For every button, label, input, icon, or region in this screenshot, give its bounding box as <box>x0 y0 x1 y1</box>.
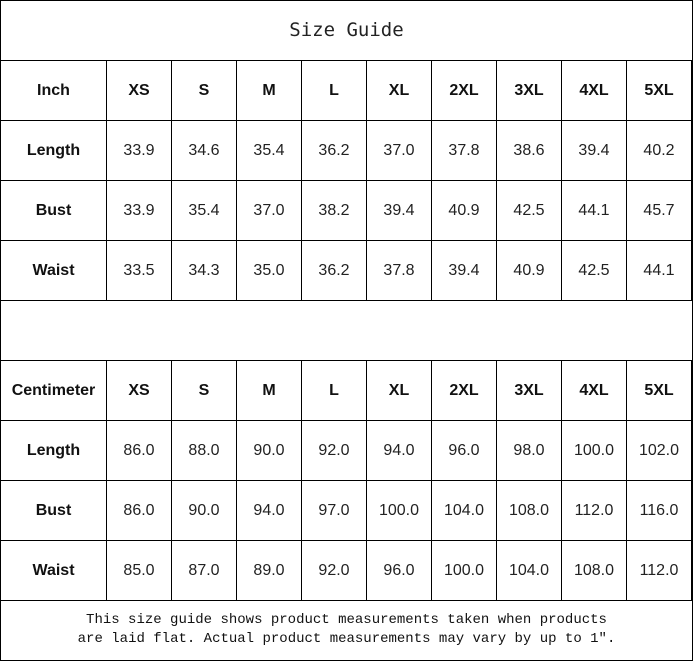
table-row-waist: Waist 85.0 87.0 89.0 92.0 96.0 100.0 104.0 108.0… <box>0 540 692 601</box>
size-header-m: M <box>236 60 302 121</box>
size-header-3xl: 3XL <box>496 60 562 121</box>
measurement-cell: 37.0 <box>236 180 302 241</box>
header-row: Centimeter XS S M L XL 2XL 3XL 4XL 5XL <box>0 360 692 421</box>
measurement-cell: 40.9 <box>496 240 562 301</box>
measurement-cell: 112.0 <box>561 480 627 541</box>
size-header-5xl: 5XL <box>626 360 692 421</box>
measurement-cell: 42.5 <box>496 180 562 241</box>
measurement-cell: 34.6 <box>171 120 237 181</box>
size-header-m: M <box>236 360 302 421</box>
unit-header: Inch <box>0 60 107 121</box>
measurement-cell: 96.0 <box>366 540 432 601</box>
measurement-cell: 100.0 <box>431 540 497 601</box>
size-header-xl: XL <box>366 360 432 421</box>
measurement-cell: 36.2 <box>301 120 367 181</box>
measurement-cell: 89.0 <box>236 540 302 601</box>
measurement-cell: 104.0 <box>431 480 497 541</box>
row-label: Length <box>0 120 107 181</box>
measurement-cell: 39.4 <box>431 240 497 301</box>
size-header-2xl: 2XL <box>431 360 497 421</box>
measurement-cell: 35.4 <box>236 120 302 181</box>
measurement-cell: 100.0 <box>366 480 432 541</box>
measurement-cell: 39.4 <box>561 120 627 181</box>
measurement-cell: 104.0 <box>496 540 562 601</box>
note-line-2: are laid flat. Actual product measuremen… <box>77 631 616 647</box>
measurement-cell: 42.5 <box>561 240 627 301</box>
row-label: Bust <box>0 480 107 541</box>
measurement-cell: 87.0 <box>171 540 237 601</box>
measurement-cell: 35.0 <box>236 240 302 301</box>
measurement-cell: 34.3 <box>171 240 237 301</box>
measurement-cell: 88.0 <box>171 420 237 481</box>
row-label: Waist <box>0 540 107 601</box>
measurement-cell: 40.2 <box>626 120 692 181</box>
measurement-cell: 92.0 <box>301 420 367 481</box>
measurement-note: This size guide shows product measuremen… <box>0 601 693 659</box>
measurement-cell: 92.0 <box>301 540 367 601</box>
measurement-cell: 35.4 <box>171 180 237 241</box>
measurement-cell: 38.6 <box>496 120 562 181</box>
measurement-cell: 37.8 <box>431 120 497 181</box>
unit-header: Centimeter <box>0 360 107 421</box>
measurement-cell: 97.0 <box>301 480 367 541</box>
table-row-bust: Bust 86.0 90.0 94.0 97.0 100.0 104.0 108.0 112.0… <box>0 480 692 541</box>
measurement-cell: 100.0 <box>561 420 627 481</box>
measurement-cell: 39.4 <box>366 180 432 241</box>
table-row-length: Length 86.0 88.0 90.0 92.0 94.0 96.0 98.0 100.0 1… <box>0 420 692 481</box>
table-row-waist: Waist 33.5 34.3 35.0 36.2 37.8 39.4 40.9 42.5 44.… <box>0 240 692 301</box>
row-label: Bust <box>0 180 107 241</box>
row-label: Waist <box>0 240 107 301</box>
size-header-s: S <box>171 360 237 421</box>
measurement-cell: 96.0 <box>431 420 497 481</box>
measurement-cell: 85.0 <box>106 540 172 601</box>
measurement-cell: 90.0 <box>236 420 302 481</box>
table-row-bust: Bust 33.9 35.4 37.0 38.2 39.4 40.9 42.5 44.1 45.7 <box>0 180 692 241</box>
size-header-4xl: 4XL <box>561 360 627 421</box>
size-header-xs: XS <box>106 360 172 421</box>
note-line-1: This size guide shows product measuremen… <box>86 612 607 628</box>
size-header-4xl: 4XL <box>561 60 627 121</box>
size-header-xl: XL <box>366 60 432 121</box>
measurement-cell: 33.9 <box>106 120 172 181</box>
size-header-l: L <box>301 60 367 121</box>
measurement-cell: 94.0 <box>236 480 302 541</box>
header-row: Inch XS S M L XL 2XL 3XL 4XL 5XL <box>0 60 692 121</box>
measurement-cell: 86.0 <box>106 420 172 481</box>
measurement-cell: 44.1 <box>626 240 692 301</box>
measurement-cell: 33.9 <box>106 180 172 241</box>
measurement-cell: 98.0 <box>496 420 562 481</box>
measurement-cell: 108.0 <box>496 480 562 541</box>
row-label: Length <box>0 420 107 481</box>
measurement-cell: 36.2 <box>301 240 367 301</box>
inch-table: Inch XS S M L XL 2XL 3XL 4XL 5XL Length 33.9 34.6 35.… <box>0 60 692 301</box>
measurement-cell: 37.8 <box>366 240 432 301</box>
measurement-cell: 94.0 <box>366 420 432 481</box>
measurement-cell: 108.0 <box>561 540 627 601</box>
measurement-cell: 33.5 <box>106 240 172 301</box>
size-header-5xl: 5XL <box>626 60 692 121</box>
table-row-length: Length 33.9 34.6 35.4 36.2 37.0 37.8 38.6 39.4 40… <box>0 120 692 181</box>
measurement-cell: 116.0 <box>626 480 692 541</box>
measurement-cell: 40.9 <box>431 180 497 241</box>
measurement-cell: 38.2 <box>301 180 367 241</box>
size-header-3xl: 3XL <box>496 360 562 421</box>
measurement-cell: 86.0 <box>106 480 172 541</box>
size-header-s: S <box>171 60 237 121</box>
page-title: Size Guide <box>289 19 404 41</box>
size-header-2xl: 2XL <box>431 60 497 121</box>
size-header-l: L <box>301 360 367 421</box>
measurement-cell: 90.0 <box>171 480 237 541</box>
measurement-cell: 112.0 <box>626 540 692 601</box>
measurement-cell: 102.0 <box>626 420 692 481</box>
measurement-cell: 37.0 <box>366 120 432 181</box>
measurement-cell: 44.1 <box>561 180 627 241</box>
centimeter-table: Centimeter XS S M L XL 2XL 3XL 4XL 5XL Length 86.0 8… <box>0 360 692 601</box>
measurement-cell: 45.7 <box>626 180 692 241</box>
size-header-xs: XS <box>106 60 172 121</box>
